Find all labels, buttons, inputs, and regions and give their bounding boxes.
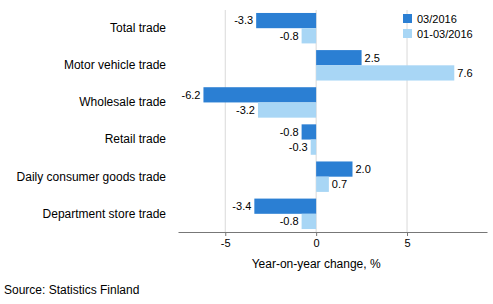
chart: -3.3 2.5 -6.2 -0.8 2.0 -3.4 -0.8 7.6 -3.2 -0.3 0.7… — [0, 0, 493, 304]
bar — [302, 214, 317, 229]
bars — [203, 13, 454, 229]
y-tick: Daily consumer goods trade — [17, 170, 178, 184]
x-axis-line — [179, 232, 488, 233]
plot: -3.3 2.5 -6.2 -0.8 2.0 -3.4 -0.8 7.6 -3.2 -0.3 0.7… — [17, 10, 488, 249]
data-label: 0.7 — [332, 178, 347, 190]
data-label: -0.8 — [280, 126, 299, 138]
x-tick-mark — [225, 232, 226, 236]
x-axis-title: Year-on-year change, % — [252, 257, 381, 271]
data-label: -3.3 — [234, 14, 253, 26]
data-label: 2.0 — [355, 163, 370, 175]
data-label: 7.6 — [457, 67, 472, 79]
category-label: Daily consumer goods trade — [17, 170, 167, 184]
grid-line — [225, 10, 226, 232]
bar — [302, 124, 317, 139]
x-tick: -5 — [221, 232, 231, 249]
bar — [316, 161, 352, 176]
bar — [256, 13, 316, 28]
data-label: -3.2 — [236, 104, 255, 116]
y-axis: Total trade Motor vehicle trade Wholesale … — [17, 21, 178, 221]
legend-label: 03/2016 — [417, 13, 457, 25]
legend-item: 03/2016 — [403, 13, 457, 25]
x-tick: 0 — [314, 232, 320, 249]
data-label: 2.5 — [365, 52, 380, 64]
y-tick: Motor vehicle trade — [64, 58, 178, 72]
data-labels: -3.3 2.5 -6.2 -0.8 2.0 -3.4 -0.8 7.6 -3.2 -0.3 0.7… — [181, 14, 472, 227]
y-tick: Total trade — [110, 21, 178, 35]
y-tick: Retail trade — [105, 132, 178, 146]
y-tick: Wholesale trade — [79, 95, 178, 109]
category-label: Total trade — [110, 21, 166, 35]
x-tick-label: 0 — [314, 237, 320, 249]
bar — [254, 199, 316, 214]
x-tick-mark — [407, 232, 408, 236]
data-label: -0.3 — [289, 141, 308, 153]
category-label: Retail trade — [105, 132, 167, 146]
legend: 03/2016 01-03/2016 — [403, 13, 473, 40]
bar — [258, 102, 316, 117]
bar — [316, 177, 329, 192]
category-label: Department store trade — [43, 207, 167, 221]
category-label: Motor vehicle trade — [64, 58, 166, 72]
y-tick: Department store trade — [43, 207, 178, 221]
x-tick: 5 — [404, 232, 410, 249]
grid — [225, 10, 407, 232]
category-label: Wholesale trade — [79, 95, 166, 109]
bar — [316, 65, 454, 80]
legend-item: 01-03/2016 — [403, 28, 473, 40]
bar — [311, 140, 316, 155]
data-label: -0.8 — [280, 30, 299, 42]
legend-swatch — [403, 14, 412, 23]
x-tick-mark — [316, 232, 317, 236]
x-tick-label: 5 — [404, 237, 410, 249]
legend-label: 01-03/2016 — [417, 28, 473, 40]
data-label: -6.2 — [181, 89, 200, 101]
data-label: -0.8 — [280, 215, 299, 227]
x-axis: -5 0 5 — [179, 232, 488, 249]
bar — [316, 50, 361, 65]
bar — [203, 87, 316, 102]
source: Source: Statistics Finland — [4, 283, 139, 297]
legend-swatch — [403, 29, 412, 38]
x-tick-label: -5 — [221, 237, 231, 249]
grid-line — [407, 10, 408, 232]
bar — [302, 28, 317, 43]
data-label: -3.4 — [232, 200, 251, 212]
